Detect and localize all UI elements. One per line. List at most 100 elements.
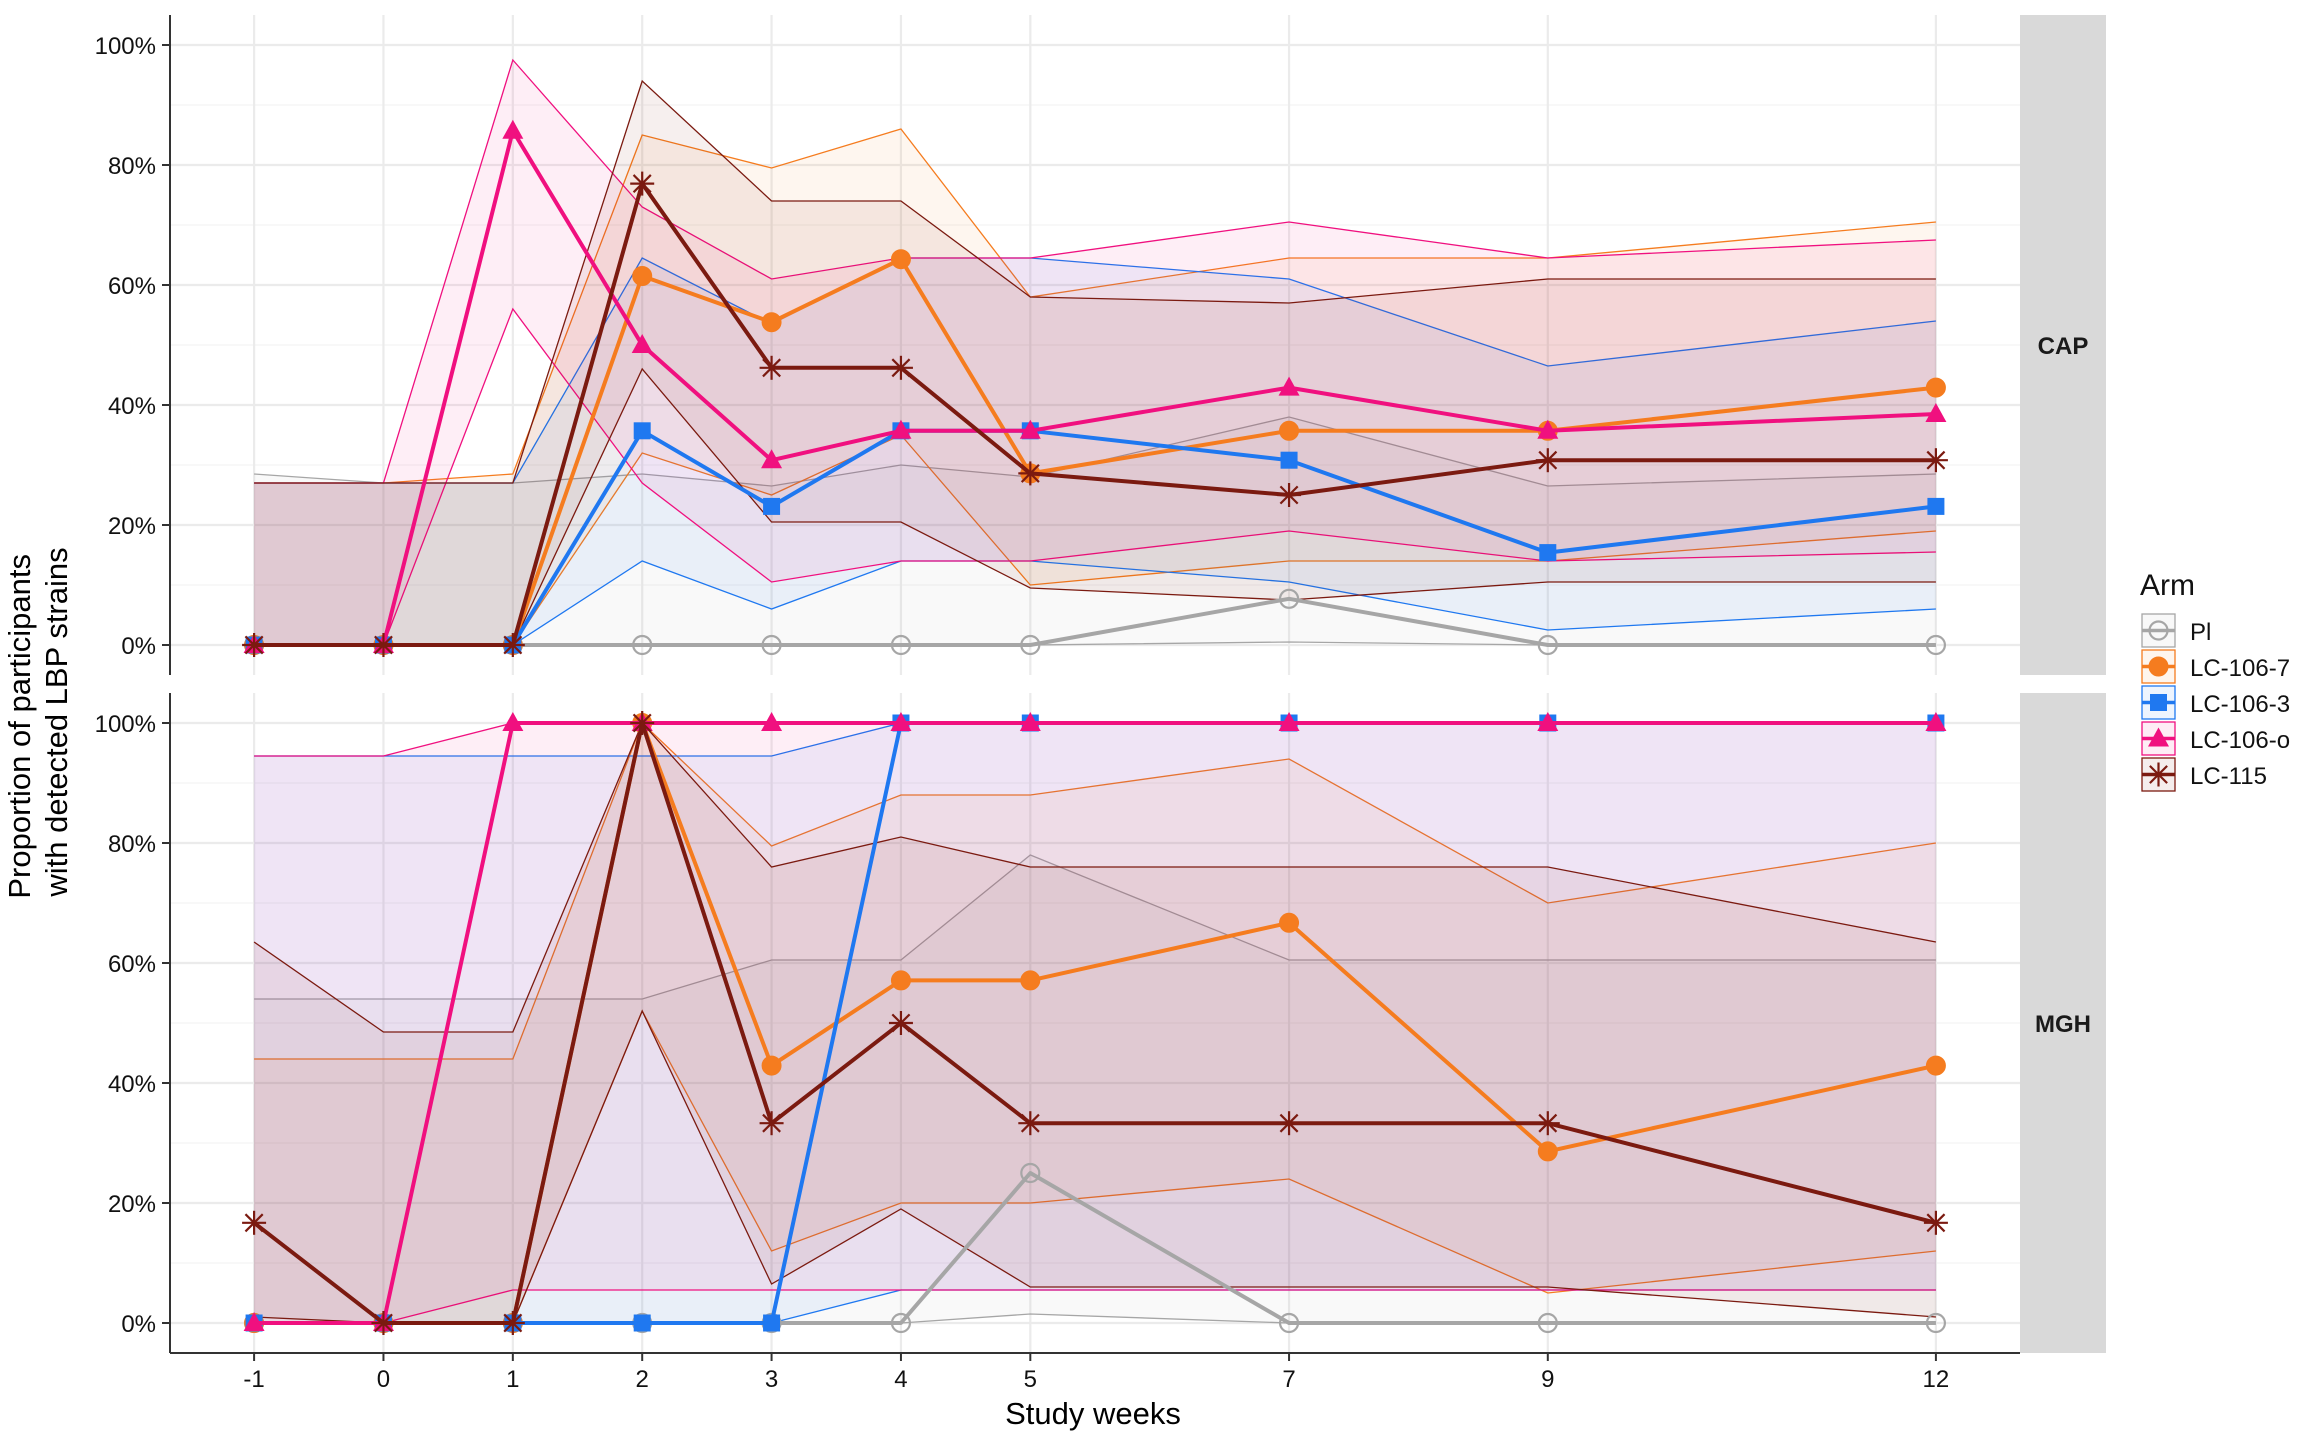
- data-point-mgh-lc-115: [759, 1111, 784, 1136]
- data-point-cap-lc-115: [888, 355, 913, 380]
- data-point-cap-lc-106-7: [761, 312, 782, 333]
- facet-strip-mgh: [2020, 693, 2106, 1353]
- data-point-cap-lc-115: [500, 633, 525, 657]
- data-point-mgh-lc-106-o: [243, 1312, 265, 1331]
- x-tick-label: 3: [765, 1366, 778, 1393]
- panel-mgh-y-tick-label: 20%: [108, 1191, 156, 1218]
- ribbon-mgh-lc-115: [254, 723, 1936, 1323]
- panel-cap-y-tick-label: 40%: [108, 393, 156, 420]
- data-point-cap-lc-106-o: [631, 334, 653, 353]
- series-line-mgh-lc-106-o: [254, 721, 1936, 1325]
- data-point-mgh-pl: [1925, 1312, 1947, 1334]
- data-point-cap-lc-106-o: [1537, 419, 1559, 439]
- series-line-cap-lc-106-o: [254, 128, 1936, 647]
- legend-item: LC-106-7: [2141, 649, 2290, 684]
- legend-key-marker: [2148, 620, 2169, 641]
- ribbon-cap-lc-106-o: [254, 60, 1936, 645]
- ribbon-mgh-lc-106-3: [254, 723, 1936, 1323]
- ribbon-lower-cap-lc-106-o: [254, 307, 1936, 646]
- data-point-cap-pl: [1925, 634, 1947, 656]
- data-point-mgh-lc-106-7: [1925, 1055, 1946, 1076]
- ribbon-upper-cap-lc-106-o: [254, 58, 1936, 484]
- series-line-cap-lc-115: [254, 181, 1936, 647]
- x-tick-label: 1: [506, 1366, 519, 1393]
- data-point-cap-lc-106-7: [1279, 420, 1300, 441]
- ribbon-cap-lc-115: [254, 81, 1936, 645]
- legend-item: LC-106-o: [2141, 721, 2290, 756]
- panel-cap-y-tick-label: 100%: [95, 33, 156, 60]
- data-point-cap-lc-115: [1277, 483, 1302, 507]
- y-axis-title: Proportion of participants with detected…: [2, 545, 74, 898]
- legend-title: Arm: [2140, 569, 2195, 602]
- data-point-mgh-lc-106-7: [1537, 1141, 1558, 1162]
- data-point-mgh-lc-106-7: [1279, 912, 1300, 933]
- data-point-cap-pl: [1537, 634, 1558, 656]
- facet-strip-cap: [2020, 15, 2106, 675]
- data-point-mgh-lc-115: [500, 1311, 525, 1335]
- data-point-mgh-pl: [1020, 1162, 1041, 1184]
- data-point-cap-pl: [632, 634, 653, 656]
- panel-cap-y-tick-label: 20%: [108, 513, 156, 540]
- x-tick-label: 4: [894, 1366, 907, 1393]
- panel-mgh-plot: [242, 711, 1948, 1335]
- data-point-mgh-lc-115: [1535, 1111, 1560, 1136]
- data-point-cap-lc-106-7: [632, 266, 653, 286]
- data-point-mgh-lc-106-3: [763, 1314, 781, 1332]
- data-point-cap-lc-106-7: [890, 249, 911, 270]
- data-point-cap-lc-115: [242, 633, 267, 657]
- facet-strip-label-mgh: MGH: [2035, 1011, 2091, 1038]
- legend-label: LC-106-7: [2190, 655, 2290, 682]
- data-point-cap-lc-115: [630, 171, 655, 196]
- panel-cap-y-tick-label: 60%: [108, 273, 156, 300]
- panel-cap-plot: [242, 58, 1948, 657]
- ribbon-mgh-pl: [254, 855, 1936, 1323]
- panel-mgh-y-tick-label: 0%: [121, 1311, 156, 1338]
- legend-label: Pl: [2190, 619, 2211, 646]
- y-axis-title-line-2: with detected LBP strains: [39, 547, 74, 897]
- ribbon-cap-lc-106-3: [254, 258, 1936, 645]
- legend-key-marker: [2150, 694, 2167, 711]
- data-point-cap-lc-115: [759, 355, 784, 380]
- y-axis-title-line-1: Proportion of participants: [2, 554, 37, 899]
- data-point-mgh-lc-106-3: [633, 1314, 651, 1332]
- data-point-mgh-pl: [890, 1312, 912, 1334]
- data-point-mgh-lc-115: [630, 711, 655, 735]
- data-point-mgh-lc-115: [242, 1210, 267, 1235]
- data-point-mgh-lc-106-o: [890, 712, 912, 731]
- panel-mgh-y-tick-label: 60%: [108, 951, 156, 978]
- ribbon-lower-mgh-lc-106-o: [254, 1289, 1936, 1324]
- x-tick-label: 0: [377, 1366, 390, 1393]
- data-point-mgh-pl: [1278, 1312, 1300, 1334]
- data-point-mgh-lc-115: [1277, 1111, 1302, 1136]
- data-point-cap-lc-106-7: [1925, 377, 1946, 398]
- data-point-cap-lc-115: [1923, 448, 1948, 473]
- data-point-cap-pl: [1278, 588, 1300, 609]
- panel-cap-y-tick-label: 80%: [108, 153, 156, 180]
- panel-mgh-y-tick-label: 100%: [95, 711, 156, 738]
- series-line-mgh-lc-115: [252, 721, 1937, 1325]
- x-tick-label: 7: [1282, 1366, 1295, 1393]
- data-point-mgh-lc-106-o: [1537, 712, 1559, 731]
- data-point-mgh-lc-115: [888, 1011, 913, 1035]
- legend-label: LC-106-o: [2190, 727, 2290, 754]
- panel-cap-y-tick-label: 0%: [121, 633, 156, 660]
- data-point-mgh-lc-106-o: [761, 712, 783, 731]
- data-point-cap-lc-106-o: [1019, 419, 1041, 439]
- data-point-mgh-lc-106-o: [502, 712, 524, 731]
- data-point-cap-lc-106-o: [502, 119, 524, 139]
- ribbon-cap-pl: [254, 417, 1936, 645]
- data-point-cap-lc-115: [371, 633, 396, 657]
- data-point-cap-pl: [1020, 634, 1041, 656]
- ribbon-upper-mgh-lc-106-7: [254, 721, 1937, 1060]
- data-point-mgh-lc-106-7: [890, 970, 911, 991]
- ribbon-mgh-lc-106-7: [254, 723, 1936, 1323]
- data-point-mgh-lc-106-7: [1020, 970, 1041, 991]
- data-point-cap-pl: [761, 634, 782, 656]
- data-point-cap-lc-106-o: [1925, 403, 1947, 422]
- ribbon-mgh-lc-106-o: [254, 723, 1936, 1323]
- data-point-mgh-lc-106-7: [761, 1055, 782, 1076]
- data-point-mgh-lc-106-o: [1019, 712, 1041, 731]
- data-point-mgh-pl: [1537, 1312, 1558, 1334]
- x-tick-label: 2: [636, 1366, 649, 1393]
